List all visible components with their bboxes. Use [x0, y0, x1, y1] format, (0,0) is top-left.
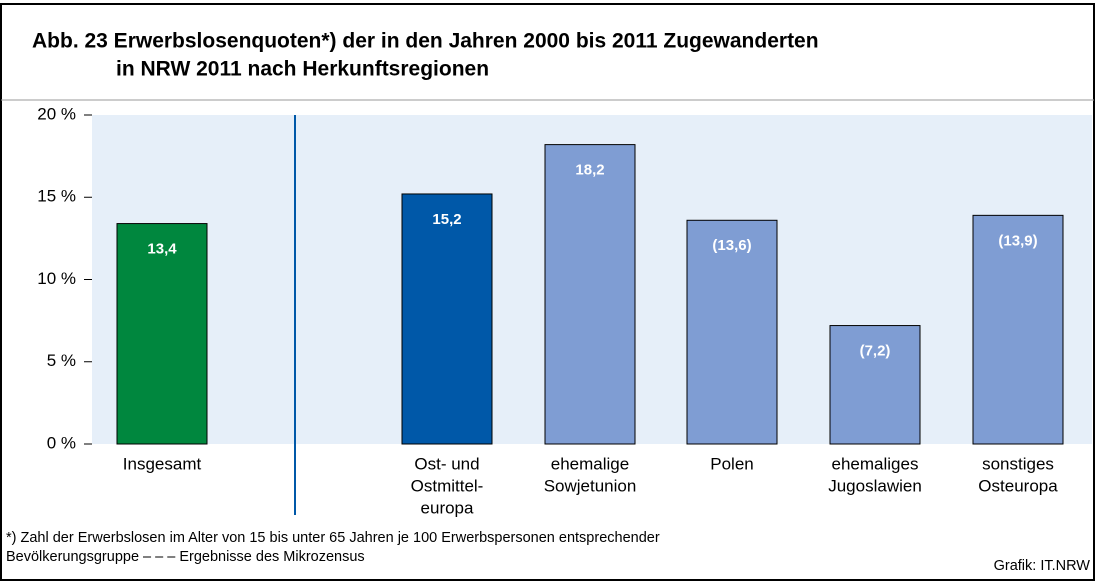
value-label: 18,2 — [575, 162, 604, 179]
x-tick-label: Osteuropa — [978, 476, 1058, 495]
source: Grafik: IT.NRW — [994, 558, 1091, 574]
value-label: 13,4 — [147, 241, 177, 258]
bar — [401, 193, 493, 445]
value-label: 15,2 — [432, 211, 461, 228]
x-tick-label: Ostmittel- — [411, 476, 484, 495]
x-tick-label: sonstiges — [982, 454, 1054, 473]
value-label: (13,6) — [712, 237, 751, 254]
footnote: *) Zahl der Erwerbslosen im Alter von 15… — [6, 530, 660, 546]
y-tick-label: 20 % — [37, 104, 76, 123]
x-tick-label: Jugoslawien — [828, 476, 922, 495]
x-tick-label: Polen — [710, 454, 753, 473]
bar — [972, 214, 1064, 445]
footnote: Bevölkerungsgruppe – – – Ergebnisse des … — [6, 549, 365, 565]
x-tick-label: europa — [421, 498, 474, 517]
chart-title: Abb. 23 Erwerbslosenquoten*) der in den … — [32, 30, 819, 53]
bar — [544, 144, 636, 445]
y-tick-label: 10 % — [37, 269, 76, 288]
x-tick-label: Ost- und — [414, 454, 479, 473]
x-tick-label: Insgesamt — [123, 454, 202, 473]
chart-title: in NRW 2011 nach Herkunftsregionen — [116, 58, 489, 81]
value-label: (13,9) — [998, 232, 1037, 249]
y-tick-label: 5 % — [47, 351, 76, 370]
value-label: (7,2) — [860, 343, 891, 360]
x-tick-label: Sowjetunion — [544, 476, 637, 495]
x-tick-label: ehemalige — [551, 454, 629, 473]
bar — [686, 219, 778, 445]
bar — [829, 325, 921, 445]
y-tick-label: 15 % — [37, 187, 76, 206]
bar — [116, 223, 208, 445]
y-tick-label: 0 % — [47, 433, 76, 452]
x-tick-label: ehemaliges — [832, 454, 919, 473]
